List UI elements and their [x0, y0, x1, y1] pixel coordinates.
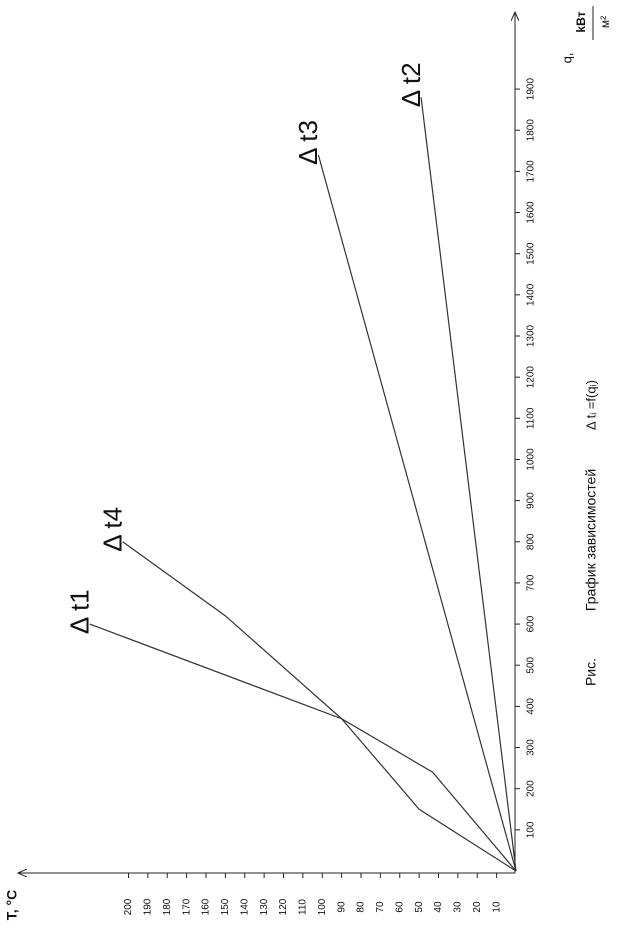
- x-unit-den: м²: [598, 16, 612, 28]
- y-tick-label: 90: [336, 901, 347, 913]
- y-tick-label: 120: [278, 898, 289, 915]
- y-tick-label: 190: [143, 898, 154, 915]
- y-axis-label: T, °C: [4, 890, 20, 921]
- y-tick-label: 100: [317, 898, 328, 915]
- x-tick-label: 1500: [526, 242, 537, 265]
- x-tick-label: 500: [526, 656, 537, 673]
- x-tick-label: 1300: [526, 324, 537, 347]
- x-tick-label: 1600: [526, 201, 537, 224]
- x-tick-label: 1700: [526, 160, 537, 183]
- x-tick-label: 1100: [526, 407, 537, 429]
- y-tick-label: 60: [394, 901, 405, 913]
- y-tick-label: 170: [181, 898, 192, 915]
- y-tick-label: 30: [453, 901, 464, 913]
- figure-label: Рис.: [583, 658, 599, 686]
- y-tick-label: 10: [491, 901, 502, 913]
- series-label: Δ t4: [98, 507, 128, 552]
- x-tick-label: 1400: [526, 283, 537, 306]
- x-tick-label: 1900: [526, 78, 537, 101]
- x-axis-label: q,: [559, 53, 574, 64]
- x-tick-label: 400: [526, 698, 537, 715]
- x-tick-label: 600: [526, 615, 537, 632]
- x-tick-label: 1000: [526, 448, 537, 471]
- series-line: [420, 97, 517, 872]
- x-tick-label: 1200: [526, 366, 537, 389]
- x-tick-label: 100: [526, 821, 537, 838]
- series-label: Δ t1: [65, 589, 95, 634]
- y-tick-label: 150: [220, 898, 231, 915]
- y-tick-label: 160: [201, 898, 212, 915]
- series-label: Δ t3: [293, 120, 323, 165]
- y-tick-label: 140: [239, 898, 250, 915]
- x-unit-num: kBт: [574, 11, 588, 32]
- y-tick-label: 130: [259, 898, 270, 915]
- x-tick-label: 1800: [526, 119, 537, 142]
- x-tick-label: 300: [526, 739, 537, 756]
- y-tick-label: 40: [433, 901, 444, 913]
- x-tick-label: 700: [526, 574, 537, 591]
- series-line: [122, 541, 517, 872]
- formula: Δ tᵢ =f(qᵢ): [583, 380, 598, 430]
- chart-title: График зависимостей: [583, 469, 599, 611]
- y-tick-label: 180: [162, 898, 173, 915]
- series-line: [317, 154, 517, 872]
- y-tick-label: 80: [356, 901, 367, 913]
- series-label: Δ t2: [396, 62, 426, 107]
- y-tick-label: 20: [472, 901, 483, 913]
- x-tick-label: 200: [526, 780, 537, 797]
- series-line: [89, 623, 517, 872]
- y-tick-label: 200: [123, 898, 134, 915]
- y-tick-label: 110: [298, 899, 309, 915]
- y-tick-label: 70: [375, 901, 386, 913]
- y-tick-label: 50: [414, 901, 425, 913]
- x-tick-label: 900: [526, 492, 537, 509]
- x-tick-label: 800: [526, 533, 537, 550]
